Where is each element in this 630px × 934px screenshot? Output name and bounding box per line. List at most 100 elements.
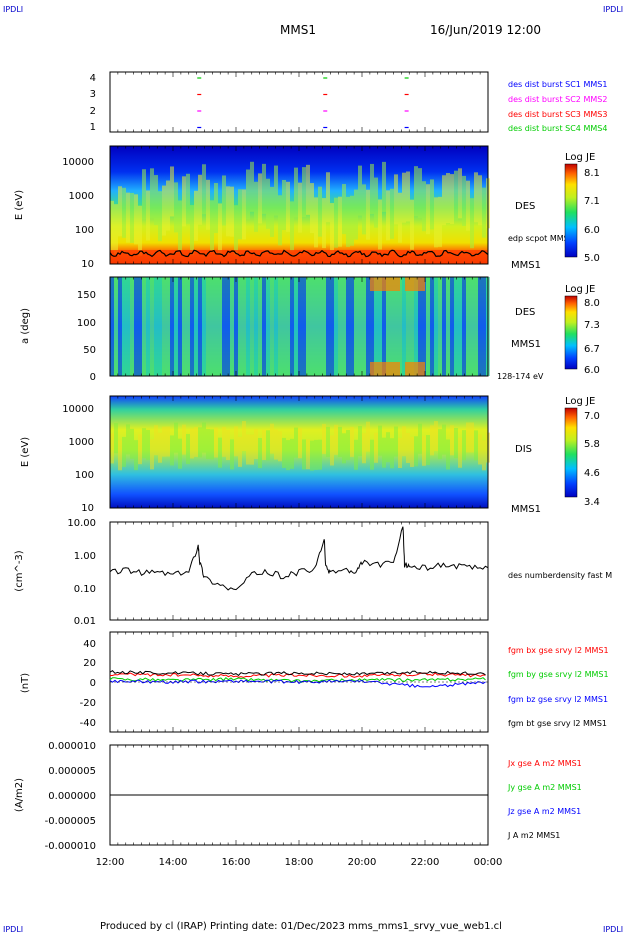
ion-energy-streak [430, 425, 434, 456]
pitch-angle-streak [322, 277, 326, 376]
density-frame [109, 521, 489, 621]
electron-energy-streak [298, 182, 302, 233]
ion-energy-streak [110, 433, 114, 464]
density-ytick-0.1: 0.10 [74, 584, 96, 595]
electron-energy-streak [410, 199, 414, 250]
burst-ytick-3: 3 [90, 89, 96, 100]
ion-energy-streak [390, 438, 394, 469]
electron-energy-streak [138, 205, 142, 256]
pitch-angle-colorbar [564, 295, 578, 370]
burst-ytick-1: 1 [90, 122, 96, 133]
electron-energy-streak [478, 175, 482, 226]
ion-energy-ytick-1000: 1000 [69, 437, 94, 448]
panel-ion-energy: E (eV) 10000 1000 100 10 DIS MMS1 Log JE… [20, 395, 600, 515]
electron-energy-streak [286, 181, 290, 232]
electron-energy-label-mms1: MMS1 [511, 260, 541, 271]
bfield-ytick-m40: -40 [80, 718, 96, 729]
electron-energy-streak [342, 184, 346, 235]
ion-energy-streak [454, 428, 458, 459]
pitch-angle-streak [326, 277, 330, 376]
footer-credit: Produced by cl (IRAP) Printing date: 01/… [100, 921, 502, 932]
ion-energy-label-mms1: MMS1 [511, 504, 541, 515]
electron-energy-colorbar [564, 163, 578, 258]
ion-energy-streak [134, 440, 138, 471]
electron-energy-streak [246, 169, 250, 220]
ion-energy-streak [254, 429, 258, 460]
current-ytick-1: 0.000010 [48, 741, 96, 752]
pitch-angle-streak [382, 277, 386, 376]
electron-energy-streak [294, 167, 298, 218]
ion-energy-streak [170, 435, 174, 466]
electron-energy-streak [438, 196, 442, 247]
pitch-angle-streak [250, 277, 254, 376]
pitch-angle-colorbar-tick-2: 7.3 [584, 320, 600, 331]
burst-ytick-2: 2 [90, 106, 96, 117]
electron-energy-streak [390, 188, 394, 239]
pitch-angle-streak [214, 277, 218, 376]
ion-energy-streak [198, 427, 202, 458]
electron-energy-streak [130, 192, 134, 243]
pitch-angle-streak [142, 277, 146, 376]
pitch-angle-streak [414, 277, 418, 376]
electron-energy-colorbar-tick-3: 6.0 [584, 225, 600, 236]
ion-energy-colorbar [564, 407, 578, 498]
electron-energy-streak [210, 200, 214, 251]
electron-energy-streak [414, 166, 418, 217]
ion-energy-streak [462, 430, 466, 461]
ion-energy-streak [294, 427, 298, 458]
electron-energy-streak [338, 196, 342, 247]
ion-energy-streak [446, 439, 450, 470]
panel-burst: 4 3 2 1 des dist burst SC1 MMS1 des dist… [90, 71, 607, 133]
electron-energy-streak [446, 173, 450, 224]
electron-energy-streak [354, 189, 358, 240]
ion-energy-ytick-10: 10 [81, 503, 94, 514]
electron-energy-colorbar-tick-4: 5.0 [584, 253, 600, 264]
electron-energy-streak [394, 174, 398, 225]
ion-energy-streak [258, 438, 262, 469]
density-ytick-10: 10.00 [67, 518, 96, 529]
electron-energy-streak [238, 189, 242, 240]
electron-energy-streak [422, 181, 426, 232]
electron-energy-streak [302, 167, 306, 218]
ion-energy-streak [166, 426, 170, 457]
electron-energy-ytick-10000: 10000 [62, 157, 94, 168]
ion-energy-streak [342, 433, 346, 464]
ion-energy-ytick-10000: 10000 [62, 404, 94, 415]
electron-energy-streak [110, 200, 114, 251]
panel-burst-frame [109, 71, 489, 133]
electron-energy-streak [190, 205, 194, 256]
pitch-angle-colorbar-tick-1: 8.0 [584, 298, 600, 309]
pitch-angle-streak [290, 277, 294, 376]
current-ytick-3: 0.000000 [48, 791, 96, 802]
ion-energy-streak [194, 426, 198, 457]
legend-bz: fgm bz gse srvy l2 MMS1 [508, 695, 608, 704]
pitch-angle-streak [466, 277, 470, 376]
electron-energy-streak [430, 179, 434, 230]
ion-energy-streak [382, 437, 386, 468]
pitch-angle-ytick-100: 100 [77, 318, 96, 329]
pitch-angle-hotspot [405, 362, 425, 376]
ion-energy-streak [146, 429, 150, 460]
electron-energy-streak [202, 164, 206, 215]
electron-energy-label-des: DES [515, 201, 535, 212]
electron-energy-streak [262, 163, 266, 214]
legend-burst-sc4: des dist burst SC4 MMS4 [508, 124, 607, 133]
pitch-angle-streak [242, 277, 246, 376]
ion-energy-streak [210, 429, 214, 460]
ion-energy-streak [286, 440, 290, 471]
ion-energy-streaks [110, 421, 490, 471]
pitch-angle-streak [366, 277, 370, 376]
pitch-angle-streak [238, 277, 242, 376]
pitch-angle-streak [134, 277, 138, 376]
current-ytick-5: -0.000010 [45, 841, 96, 852]
x-axis: 12:00 14:00 16:00 18:00 20:00 22:00 00:0… [96, 857, 503, 868]
pitch-angle-streak [186, 277, 190, 376]
electron-energy-streak [150, 168, 154, 219]
electron-energy-streak [182, 176, 186, 227]
pitch-angle-streak [402, 277, 406, 376]
pitch-angle-streak [434, 277, 438, 376]
ion-energy-streak [218, 437, 222, 468]
electron-energy-streak [374, 177, 378, 228]
ion-energy-streak [174, 422, 178, 453]
pitch-angle-streak [306, 277, 310, 376]
